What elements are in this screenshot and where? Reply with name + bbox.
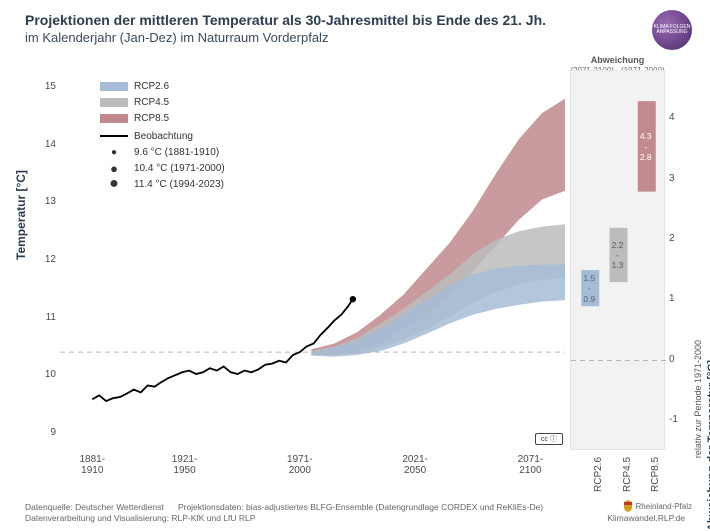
xtick: 1971-2000 bbox=[280, 454, 320, 476]
ytick-left: 15 bbox=[28, 81, 56, 92]
xtick: 1881-1910 bbox=[72, 454, 112, 476]
xtick: 2021-2050 bbox=[395, 454, 435, 476]
legend-rcp85: RCP8.5 bbox=[100, 110, 169, 126]
line-chart bbox=[60, 70, 565, 450]
title-area: Projektionen der mittleren Temperatur al… bbox=[25, 12, 546, 45]
bar-range-label: 4.3-2.8 bbox=[635, 131, 657, 162]
footer-viz: Datenverarbeitung und Visualisierung: RL… bbox=[25, 513, 255, 523]
bar-range-label: 2.2-1.3 bbox=[607, 240, 629, 271]
bars-panel-header: Abweichung bbox=[570, 55, 665, 65]
cc-license-icon: cc ⓘ bbox=[535, 433, 563, 445]
legend-rcp45: RCP4.5 bbox=[100, 94, 169, 110]
obs-point-0: 9.6 °C (1881-1910) bbox=[134, 147, 219, 158]
ytick-left: 13 bbox=[28, 196, 56, 207]
chart-container: Projektionen der mittleren Temperatur al… bbox=[0, 0, 710, 532]
xtick-bar: RCP2.6 bbox=[593, 457, 604, 492]
obs-point-1: 10.4 °C (1971-2000) bbox=[134, 163, 225, 174]
y-axis-label-left: Temperatur [°C] bbox=[14, 170, 28, 260]
ytick-right: 3 bbox=[669, 173, 689, 184]
xtick-bar: RCP8.5 bbox=[650, 457, 661, 492]
observation-legend: Beobachtung ●9.6 °C (1881-1910) ●10.4 °C… bbox=[100, 128, 225, 192]
obs-point-2: 11.4 °C (1994-2023) bbox=[134, 179, 224, 190]
ytick-left: 10 bbox=[28, 369, 56, 380]
ytick-right: 1 bbox=[669, 293, 689, 304]
ytick-right: 0 bbox=[669, 354, 689, 365]
legend-rcp85-label: RCP8.5 bbox=[134, 113, 169, 124]
ytick-left: 11 bbox=[28, 312, 56, 323]
ytick-right: 2 bbox=[669, 233, 689, 244]
ytick-left: 12 bbox=[28, 254, 56, 265]
footer-source: Datenquelle: Deutscher Wetterdienst bbox=[25, 502, 164, 512]
legend-rcp26-label: RCP2.6 bbox=[134, 81, 169, 92]
y-axis-label-right-sub: relativ zur Periode 1971-2000 bbox=[693, 340, 703, 458]
ytick-left: 9 bbox=[28, 427, 56, 438]
footer: Datenquelle: Deutscher Wetterdienst Proj… bbox=[25, 502, 685, 524]
ytick-right: -1 bbox=[669, 414, 689, 425]
rlp-logo-icon: Rheinland-Pfalz bbox=[623, 500, 692, 512]
xtick: 1921-1950 bbox=[165, 454, 205, 476]
bar-range-label: 1.5-0.9 bbox=[578, 273, 600, 304]
ytick-right: 4 bbox=[669, 112, 689, 123]
ytick-left: 14 bbox=[28, 139, 56, 150]
obs-label: Beobachtung bbox=[134, 131, 193, 142]
legend-rcp26: RCP2.6 bbox=[100, 78, 169, 94]
legend-rcp45-label: RCP4.5 bbox=[134, 97, 169, 108]
footer-site: Klimawandel.RLP.de bbox=[607, 513, 685, 523]
legend: RCP2.6 RCP4.5 RCP8.5 bbox=[100, 78, 169, 126]
y-axis-label-right: Abweichung der Temperatur [°C] bbox=[706, 360, 710, 531]
xtick-bar: RCP4.5 bbox=[622, 457, 633, 492]
xtick: 2071-2100 bbox=[510, 454, 550, 476]
klima-badge-icon: KLIMA FOLGEN ANPASSUNG bbox=[652, 10, 692, 50]
subtitle: im Kalenderjahr (Jan-Dez) im Naturraum V… bbox=[25, 30, 546, 45]
footer-proj: Projektionsdaten: bias-adjustiertes BLFG… bbox=[178, 502, 543, 512]
main-title: Projektionen der mittleren Temperatur al… bbox=[25, 12, 546, 28]
